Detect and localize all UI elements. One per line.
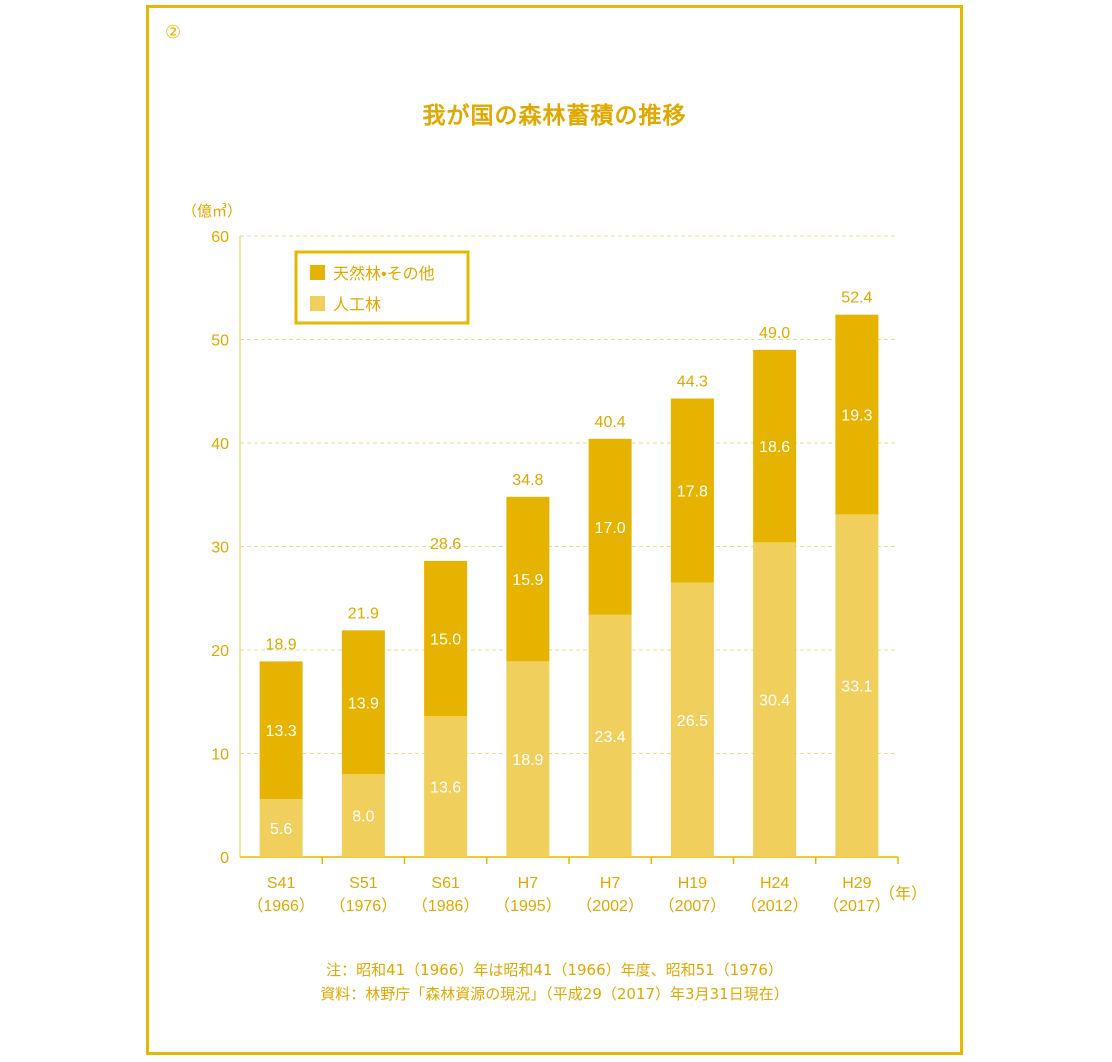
data-label-total: 21.9 xyxy=(348,605,379,622)
data-label-total: 40.4 xyxy=(595,414,626,431)
chart-frame xyxy=(146,5,963,1055)
bar-planted xyxy=(835,514,879,857)
data-label-planted: 26.5 xyxy=(677,713,708,730)
x-tick-label-year: （1986） xyxy=(412,897,480,915)
data-label-natural: 17.8 xyxy=(677,484,708,501)
data-label-natural: 13.9 xyxy=(348,695,379,712)
bar-natural xyxy=(506,496,550,662)
x-tick-label-year: （2012） xyxy=(741,897,809,915)
data-label-natural: 15.9 xyxy=(512,572,543,589)
bar-natural xyxy=(341,630,385,775)
data-label-total: 28.6 xyxy=(430,536,461,553)
y-tick-label: 20 xyxy=(211,643,229,660)
y-tick-label: 40 xyxy=(211,436,229,453)
x-tick-label: S51 xyxy=(349,875,378,892)
data-label-planted: 8.0 xyxy=(352,809,374,826)
y-tick-label: 60 xyxy=(211,229,229,246)
panel-number: ② xyxy=(165,22,182,43)
data-label-total: 49.0 xyxy=(759,325,790,342)
y-axis-label: （億㎥） xyxy=(182,203,242,220)
bar-planted xyxy=(588,614,632,857)
bar-natural xyxy=(753,349,797,543)
data-label-natural: 17.0 xyxy=(595,520,626,537)
x-tick-label: H19 xyxy=(678,875,707,892)
x-axis-unit-label: （年） xyxy=(879,885,927,903)
bar-planted xyxy=(424,716,468,857)
data-label-natural: 19.3 xyxy=(841,408,872,425)
bar-planted xyxy=(341,774,385,857)
bar-natural xyxy=(670,398,714,583)
x-tick-label: H24 xyxy=(760,875,789,892)
x-tick-label-year: （1976） xyxy=(330,897,398,915)
legend-label-planted: 人工林 xyxy=(333,296,381,314)
y-tick-label: 0 xyxy=(220,850,229,867)
legend-label-natural: 天然林•その他 xyxy=(333,265,435,283)
data-label-natural: 15.0 xyxy=(430,632,461,649)
x-tick-label-year: （1995） xyxy=(494,897,562,915)
x-tick-label: S41 xyxy=(267,875,296,892)
data-label-planted: 33.1 xyxy=(841,679,872,696)
x-tick-label-year: （1966） xyxy=(247,897,315,915)
data-label-planted: 5.6 xyxy=(270,821,292,838)
y-tick-label: 50 xyxy=(211,333,229,350)
note-line-2: 資料：林野庁「森林資源の現況」（平成29（2017）年3月31日現在） xyxy=(320,985,789,1003)
x-tick-label-year: （2002） xyxy=(576,897,644,915)
x-tick-label: H7 xyxy=(518,875,539,892)
bar-natural xyxy=(588,438,632,615)
bar-natural xyxy=(835,314,879,515)
data-label-planted: 13.6 xyxy=(430,780,461,797)
legend-swatch-natural xyxy=(310,265,325,280)
chart-notes: 注：昭和41（1966）年は昭和41（1966）年度、昭和51（1976） 資料… xyxy=(146,958,963,1006)
legend-box xyxy=(294,250,470,325)
bar-planted xyxy=(506,661,550,857)
y-tick-label: 30 xyxy=(211,540,229,557)
data-label-total: 44.3 xyxy=(677,373,708,390)
x-tick-label: S61 xyxy=(431,875,460,892)
bar-natural xyxy=(424,560,468,717)
x-tick-label-year: （2017） xyxy=(823,897,891,915)
x-tick-label: H29 xyxy=(842,875,871,892)
legend-swatch-planted xyxy=(310,296,325,311)
bar-planted xyxy=(753,542,797,857)
data-label-total: 34.8 xyxy=(512,472,543,489)
x-tick-label-year: （2007） xyxy=(659,897,727,915)
bar-planted xyxy=(670,582,714,857)
bar-natural xyxy=(259,661,303,800)
data-label-natural: 13.3 xyxy=(266,723,297,740)
x-tick-label: H7 xyxy=(600,875,621,892)
data-label-total: 52.4 xyxy=(841,290,872,307)
data-label-planted: 23.4 xyxy=(595,729,626,746)
note-line-1: 注：昭和41（1966）年は昭和41（1966）年度、昭和51（1976） xyxy=(326,961,783,979)
data-label-total: 18.9 xyxy=(266,636,297,653)
y-tick-label: 10 xyxy=(211,747,229,764)
data-label-planted: 30.4 xyxy=(759,693,790,710)
data-label-planted: 18.9 xyxy=(512,752,543,769)
data-label-natural: 18.6 xyxy=(759,439,790,456)
bar-planted xyxy=(259,799,303,857)
chart-title: 我が国の森林蓄積の推移 xyxy=(422,103,687,129)
